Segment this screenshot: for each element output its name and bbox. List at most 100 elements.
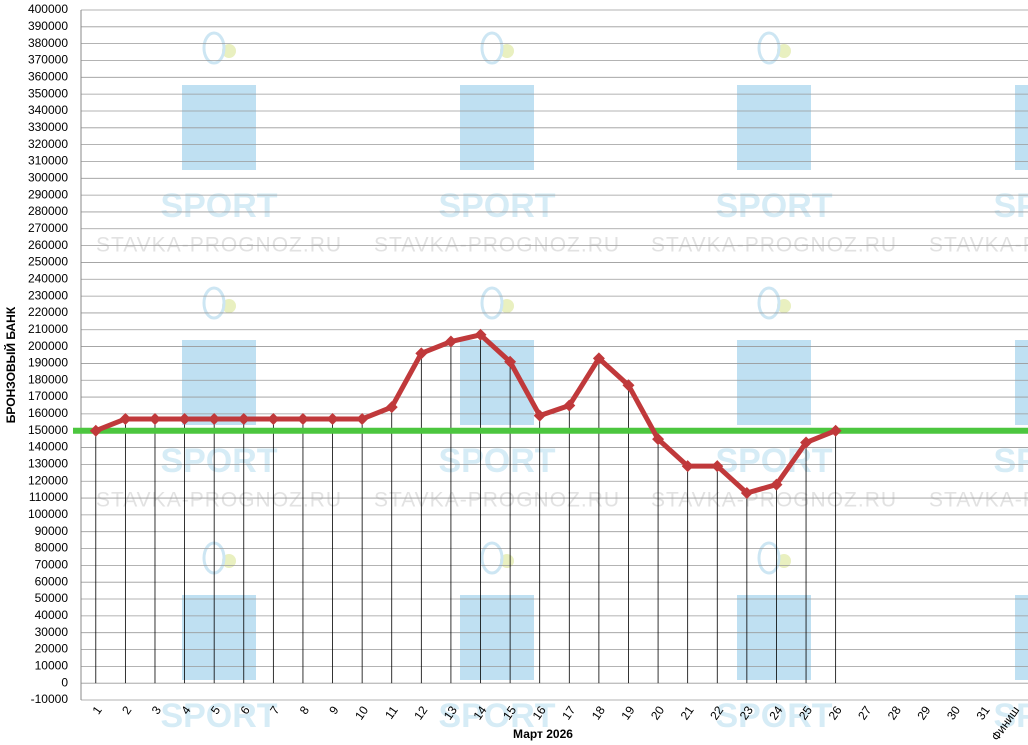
point-marker [444,335,457,348]
y-tick-label: 120000 [28,473,68,487]
wm-brand: SPORT [993,442,1028,480]
wm-brand: SPORT [438,442,555,480]
x-tick-label: 20 [648,703,667,722]
y-tick-label: 170000 [28,389,68,403]
y-tick-label: 220000 [28,305,68,319]
wm-brand: SPORT [993,187,1028,225]
x-tick-label: 1 [90,703,105,717]
wm-site: STAVKA-PROGNOZ.RU [929,234,1028,257]
y-tick-label: 160000 [28,406,68,420]
wm-site: STAVKA-PROGNOZ.RU [374,489,620,512]
y-tick-label: -10000 [31,692,69,706]
y-tick-label: 280000 [28,204,68,218]
wm-racket [757,31,781,65]
x-tick-label: 18 [589,703,608,722]
point-marker [237,412,250,425]
y-tick-label: 70000 [35,558,69,572]
wm-icon [737,340,811,425]
y-tick-label: 300000 [28,170,68,184]
x-tick-label: 21 [678,703,697,722]
y-tick-label: 140000 [28,440,68,454]
point-marker [267,412,280,425]
point-marker [563,399,576,412]
x-tick-label: 11 [382,703,401,722]
point-marker [415,347,428,360]
wm-ball [777,299,791,313]
wm-site: STAVKA-PROGNOZ.RU [651,489,897,512]
y-tick-label: 400000 [28,2,68,16]
y-tick-label: 250000 [28,255,68,269]
point-marker [800,436,813,449]
y-axis-label: БРОНЗОВЫЙ БАНК [3,306,18,423]
point-marker [711,460,724,473]
y-tick-label: 110000 [29,490,68,504]
point-marker [326,412,339,425]
x-tick-label: 2 [119,703,134,717]
wm-brand: SPORT [438,187,555,225]
y-tick-label: 230000 [28,288,68,302]
y-tick-label: 320000 [28,137,68,151]
point-marker [681,460,694,473]
wm-icon [737,595,811,680]
x-tick-label: 30 [944,703,963,722]
y-tick-label: 30000 [35,625,69,639]
y-tick-label: 80000 [35,541,69,555]
y-tick-label: 290000 [28,187,68,201]
wm-brand: SPORT [715,187,832,225]
wm-icon [182,340,256,425]
y-tick-label: 390000 [28,19,68,33]
wm-racket [757,541,781,575]
point-marker [178,412,191,425]
y-tick-label: 370000 [28,53,68,67]
y-tick-label: 100000 [28,507,68,521]
y-tick-label: 10000 [35,659,69,673]
wm-ball [777,554,791,568]
y-tick-label: 150000 [28,423,68,437]
point-marker [474,328,487,341]
y-tick-label: 20000 [35,642,69,656]
y-tick-label: 210000 [28,322,68,336]
wm-brand: SPORT [438,697,555,735]
y-tick-label: 200000 [28,339,68,353]
wm-ball [500,299,514,313]
y-tick-label: 190000 [28,356,68,370]
point-marker [89,424,102,437]
point-marker [356,412,369,425]
wm-ball [222,299,236,313]
wm-site: STAVKA-PROGNOZ.RU [374,234,620,257]
point-marker [622,379,635,392]
wm-icon [1015,595,1028,680]
point-marker [533,409,546,422]
y-tick-label: 340000 [28,103,68,117]
wm-ball [222,44,236,58]
x-tick-label: 28 [885,703,904,722]
wm-site: STAVKA-PROGNOZ.RU [96,234,342,257]
wm-brand: SPORT [715,697,832,735]
wm-brand: SPORT [715,442,832,480]
y-tick-label: 260000 [28,238,68,252]
wm-site: STAVKA-PROGNOZ.RU [929,489,1028,512]
wm-racket [757,286,781,320]
x-axis-label: Март 2026 [513,727,573,741]
wm-brand: SPORT [160,697,277,735]
wm-site: STAVKA-PROGNOZ.RU [651,234,897,257]
x-tick-label: 27 [855,703,874,722]
wm-racket [202,31,226,65]
point-marker [740,487,753,499]
wm-ball [500,44,514,58]
x-tick-label: 10 [352,703,371,722]
point-marker [829,424,842,437]
point-marker [652,433,665,446]
plot [73,9,1028,701]
x-tick-label: 9 [326,703,341,717]
y-tick-label: 50000 [35,591,69,605]
wm-racket [480,286,504,320]
y-tick-label: 330000 [28,120,68,134]
point-marker [148,412,161,425]
wm-ball [777,44,791,58]
wm-brand: SPORT [993,697,1028,735]
point-marker [504,355,517,368]
y-tick-label: 360000 [28,69,68,83]
y-tick-label: 40000 [35,608,69,622]
